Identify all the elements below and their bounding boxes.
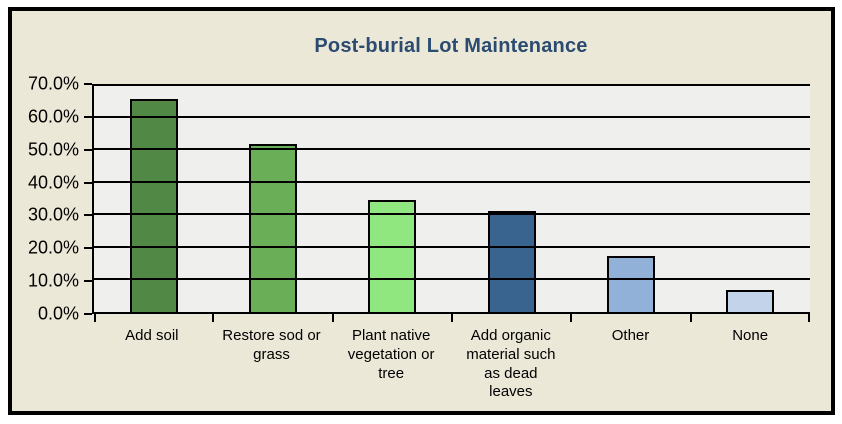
y-tick-label: 40.0% bbox=[27, 172, 79, 193]
y-tick-label: 10.0% bbox=[27, 270, 79, 291]
bar-chart: 0.0% 10.0% 20.0% 30.0% 40.0% 50.0% 60.0% 70.0% … bbox=[12, 74, 810, 411]
y-tick-label: 60.0% bbox=[27, 106, 79, 127]
y-tick-mark bbox=[84, 247, 92, 250]
gridline bbox=[94, 245, 810, 248]
y-tick-label: 0.0% bbox=[37, 303, 79, 324]
gridline bbox=[94, 115, 810, 118]
x-tick-mark bbox=[451, 314, 453, 322]
bar-slot bbox=[333, 84, 452, 312]
x-tick-mark bbox=[570, 314, 573, 322]
gridline bbox=[94, 148, 810, 151]
plot-area bbox=[92, 84, 810, 322]
y-tick-label: 30.0% bbox=[27, 204, 79, 225]
y-tick-mark bbox=[84, 83, 92, 85]
bar-add-soil bbox=[129, 98, 178, 312]
x-tick-mark bbox=[212, 314, 215, 322]
chart-frame: Post-burial Lot Maintenance 0.0% 10.0% 20.… bbox=[8, 7, 835, 415]
x-tick-mark bbox=[689, 314, 692, 322]
x-tick-mark bbox=[808, 314, 810, 322]
chart-title: Post-burial Lot Maintenance bbox=[314, 35, 588, 57]
y-tick-mark bbox=[84, 181, 92, 184]
x-tick-label: Add organic material such as dead leaves bbox=[466, 327, 556, 401]
gridline bbox=[94, 278, 810, 281]
gridline bbox=[94, 180, 810, 183]
bar-restore-sod bbox=[249, 143, 297, 312]
gridline bbox=[94, 84, 810, 86]
bar-slot bbox=[94, 84, 213, 312]
y-tick-label: 50.0% bbox=[27, 139, 79, 160]
bar-slot bbox=[452, 84, 571, 312]
y-tick-mark bbox=[84, 115, 92, 118]
x-tick-label: Add soil bbox=[125, 327, 179, 344]
y-tick-mark bbox=[84, 280, 92, 283]
x-tick-mark bbox=[331, 314, 334, 322]
bar-none bbox=[726, 289, 775, 312]
y-tick-mark bbox=[84, 214, 92, 217]
y-tick-label: 20.0% bbox=[27, 237, 79, 258]
bar-other bbox=[607, 255, 655, 312]
x-tick-label: Plant native vegetation or tree bbox=[347, 327, 435, 382]
bar-slot bbox=[571, 84, 690, 312]
x-tick-label: Other bbox=[611, 327, 650, 344]
bar-add-organic bbox=[487, 211, 536, 312]
bar-slot bbox=[213, 84, 332, 312]
y-tick-label: 70.0% bbox=[27, 73, 79, 94]
y-tick-mark bbox=[84, 148, 92, 151]
x-tick-label: Restore sod or grass bbox=[222, 327, 321, 363]
y-tick-mark bbox=[84, 313, 92, 315]
x-tick-label: None bbox=[732, 327, 769, 344]
gridline bbox=[94, 213, 810, 216]
bar-plant-native bbox=[368, 199, 417, 312]
bar-slot bbox=[691, 84, 810, 312]
bars-container bbox=[94, 84, 810, 312]
x-tick-mark bbox=[94, 314, 96, 322]
y-axis: 0.0% 10.0% 20.0% 30.0% 40.0% 50.0% 60.0% 70.0% bbox=[12, 74, 92, 324]
x-axis-labels: Add soil Restore sod or grass Plant native… bbox=[92, 314, 810, 411]
